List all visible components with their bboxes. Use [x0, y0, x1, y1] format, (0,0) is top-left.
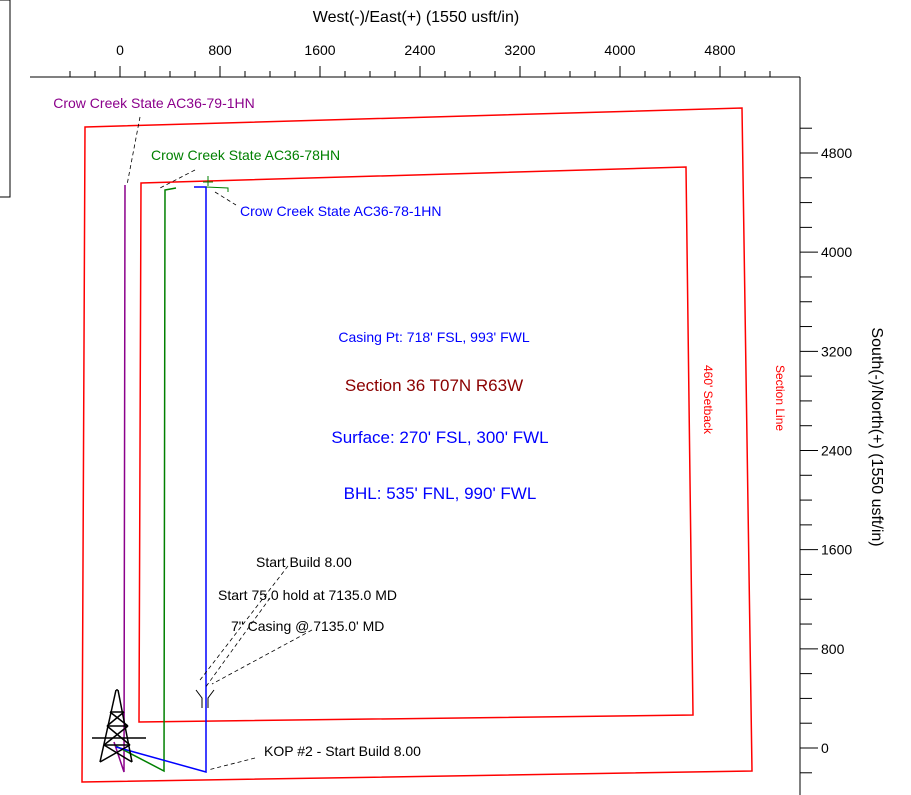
- top-axis-tick-label: 2400: [404, 42, 435, 58]
- drilling-rig-icon: [92, 689, 146, 763]
- well-path-green: [115, 187, 177, 773]
- well-path-blue: [115, 186, 207, 773]
- top-axis-tick-label: 4800: [704, 42, 735, 58]
- setback-boundary: [138, 166, 694, 723]
- setback-label: 460' Setback: [701, 365, 715, 435]
- section-line-boundary: [81, 107, 753, 783]
- top-axis-labels: 0 800 1600 2400 3200 4000 4800: [116, 42, 736, 58]
- right-axis-title: South(-)/North(+) (1550 usft/in): [868, 327, 885, 546]
- well-path-blue-lateral-end: [205, 186, 229, 192]
- top-axis-title: West(-)/East(+) (1550 usft/in): [313, 9, 519, 26]
- section-line-label: Section Line: [773, 365, 787, 431]
- leader-lines: [126, 116, 313, 771]
- right-axis-labels: 0 800 1600 2400 3200 4000 4800: [821, 145, 852, 756]
- right-axis-tick-label: 2400: [821, 443, 852, 459]
- top-axis-tick-label: 800: [208, 42, 232, 58]
- surface-label: Surface: 270' FSL, 300' FWL: [331, 428, 548, 447]
- legend-box-edge: [0, 0, 11, 198]
- casing-label: 7" Casing @ 7135.0' MD: [231, 618, 384, 634]
- top-axis-tick-label: 3200: [504, 42, 535, 58]
- right-axis-tick-label: 0: [821, 740, 829, 756]
- well-label-blue: Crow Creek State AC36-78-1HN: [240, 203, 442, 219]
- kop-label: KOP #2 - Start Build 8.00: [264, 743, 421, 759]
- top-axis-ticks: [69, 66, 771, 77]
- right-axis-ticks: [800, 127, 818, 774]
- start-build-label: Start Build 8.00: [256, 554, 352, 570]
- section-label: Section 36 T07N R63W: [345, 376, 523, 395]
- right-axis-tick-label: 3200: [821, 343, 852, 359]
- bhl-label: BHL: 535' FNL, 990' FWL: [344, 484, 537, 503]
- well-path-purple: [113, 184, 126, 773]
- right-axis-tick-label: 800: [821, 641, 845, 657]
- right-axis-tick-label: 4800: [821, 145, 852, 161]
- right-axis-tick-label: 1600: [821, 542, 852, 558]
- well-label-purple: Crow Creek State AC36-79-1HN: [53, 95, 255, 111]
- right-axis-tick-label: 4000: [821, 244, 852, 260]
- top-axis-tick-label: 0: [116, 42, 124, 58]
- casing-point-label: Casing Pt: 718' FSL, 993' FWL: [338, 329, 530, 345]
- start-hold-label: Start 75.0 hold at 7135.0 MD: [218, 587, 397, 603]
- top-axis-tick-label: 4000: [604, 42, 635, 58]
- casing-marker: [195, 689, 215, 708]
- well-label-green: Crow Creek State AC36-78HN: [151, 147, 340, 163]
- top-axis-tick-label: 1600: [304, 42, 335, 58]
